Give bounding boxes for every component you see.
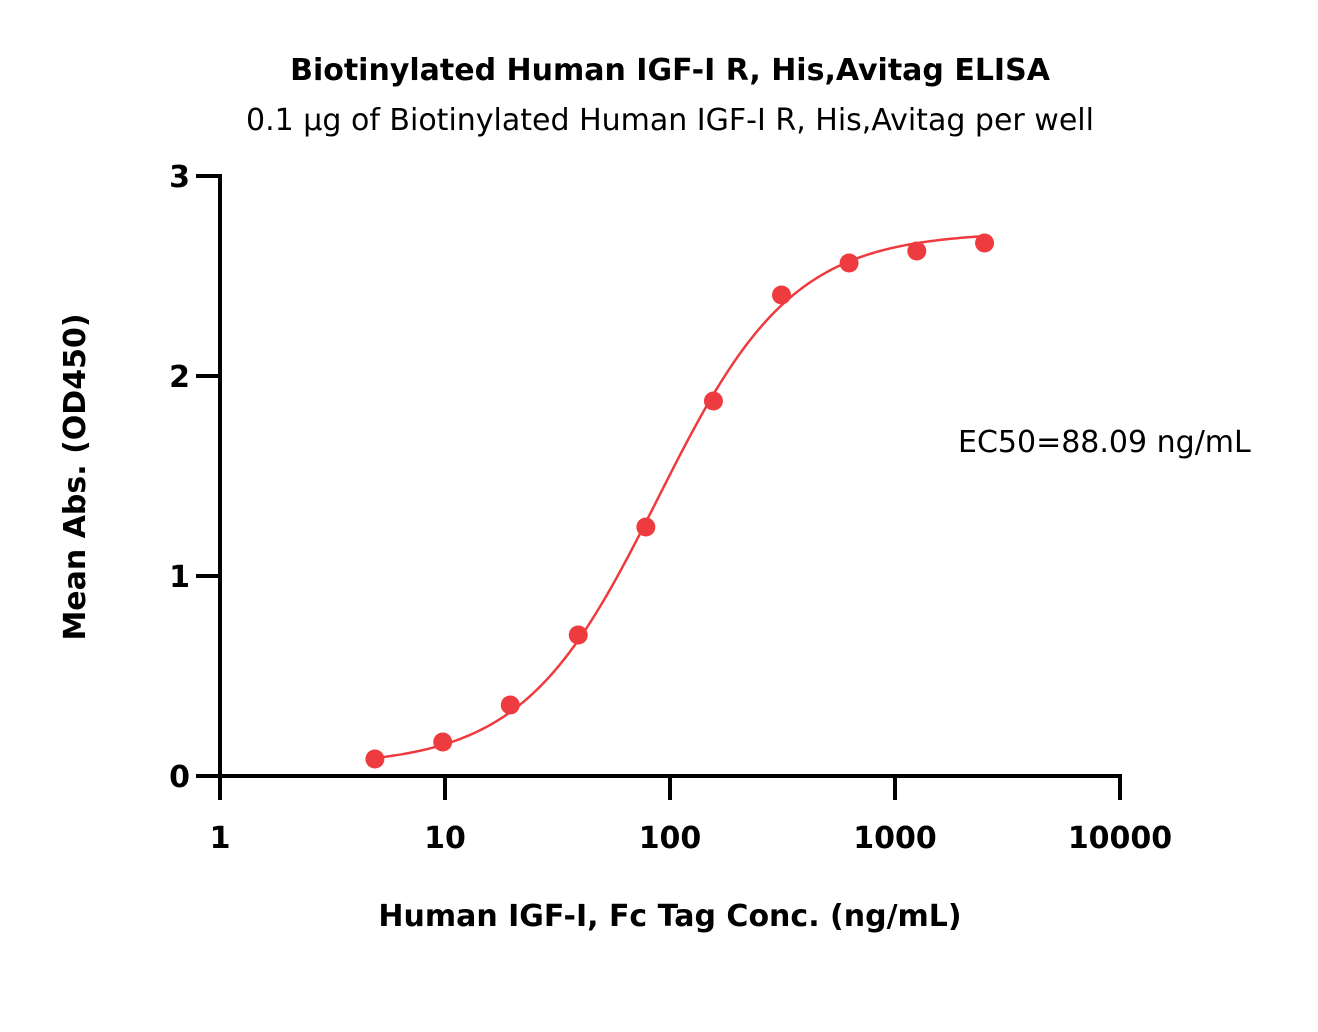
- ec50-annotation: EC50=88.09 ng/mL: [958, 425, 1251, 460]
- x-tick-label: 10000: [1068, 821, 1172, 856]
- data-points: [365, 233, 995, 769]
- tick-marks: [196, 174, 1122, 800]
- y-tick-label: 2: [169, 360, 190, 395]
- y-tick-label: 1: [169, 560, 190, 595]
- data-point: [703, 391, 723, 411]
- x-tick-label: 1000: [853, 821, 937, 856]
- chart-title: Biotinylated Human IGF-I R, His,Avitag E…: [290, 53, 1051, 88]
- data-point: [907, 241, 927, 261]
- y-tick-label: 3: [169, 160, 190, 195]
- data-point: [568, 625, 588, 645]
- data-point: [636, 517, 656, 537]
- fit-curve: [374, 234, 985, 760]
- x-tick-label: 1: [210, 821, 231, 856]
- x-tick-label: 10: [424, 821, 466, 856]
- data-point: [975, 233, 995, 253]
- data-point: [771, 285, 791, 305]
- x-tick-label: 100: [639, 821, 702, 856]
- data-point: [839, 253, 859, 273]
- fit-curve-group: [374, 234, 985, 760]
- data-point: [433, 732, 453, 752]
- data-point: [365, 749, 385, 769]
- y-tick-label: 0: [169, 760, 190, 795]
- x-axis-label: Human IGF-I, Fc Tag Conc. (ng/mL): [378, 899, 961, 934]
- chart-subtitle: 0.1 μg of Biotinylated Human IGF-I R, Hi…: [246, 103, 1094, 138]
- y-axis-label: Mean Abs. (OD450): [58, 313, 93, 640]
- data-point: [500, 695, 520, 715]
